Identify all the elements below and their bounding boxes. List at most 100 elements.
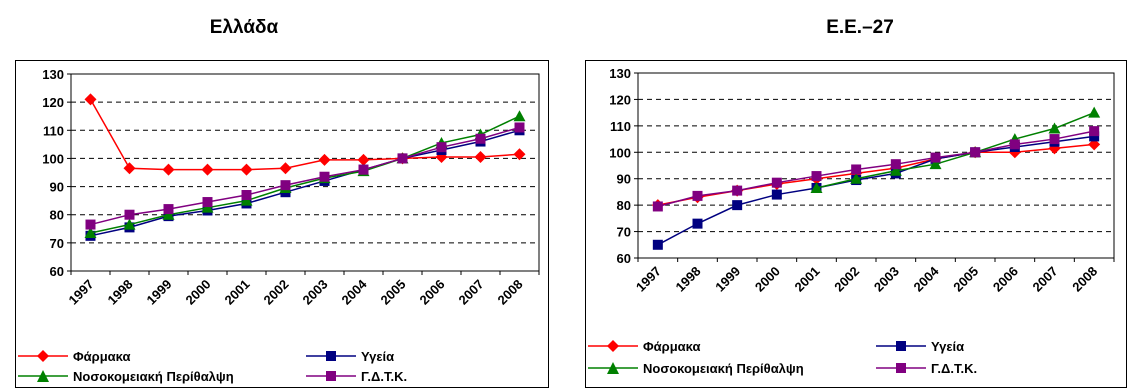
data-point xyxy=(513,110,526,122)
x-tick-label: 2007 xyxy=(1030,264,1061,295)
data-point xyxy=(85,219,96,230)
x-tick-label: 2008 xyxy=(495,277,526,308)
data-point xyxy=(1089,131,1100,142)
data-point xyxy=(240,194,253,206)
data-point xyxy=(929,158,942,170)
x-tick-label: 2000 xyxy=(752,264,783,295)
legend-marker-nosokomeiaki xyxy=(588,362,638,374)
y-tick-label: 100 xyxy=(609,145,631,160)
data-point xyxy=(1089,126,1100,137)
data-point xyxy=(771,189,782,200)
legend-item-gdtk: Γ.Δ.Τ.Κ. xyxy=(306,366,407,386)
series-line xyxy=(657,135,1095,246)
legend-label: Φάρμακα xyxy=(643,338,701,354)
plot-svg-greece: 60 70 80 90 100 110 120 130 1997 1998 1999 2000 2001… xyxy=(42,67,540,308)
x-tick-label: 2003 xyxy=(871,264,902,295)
data-point xyxy=(850,172,863,184)
x-tick-label: 2004 xyxy=(339,276,371,308)
y-tick-label: 120 xyxy=(609,92,631,107)
x-tick-label: 1999 xyxy=(712,264,743,295)
legend-label: Υγεία xyxy=(931,338,965,354)
chart-area-greece: 60 70 80 90 100 110 120 130 1997 1998 1999 2000 2001… xyxy=(15,60,549,345)
x-tick-label: 2001 xyxy=(792,264,823,295)
chart-title-greece: Ελλάδα xyxy=(209,17,279,38)
data-point xyxy=(474,151,487,164)
x-tick-label: 2007 xyxy=(456,277,487,308)
data-point xyxy=(1009,139,1020,150)
x-tick-label: 2002 xyxy=(831,264,862,295)
data-point xyxy=(280,180,291,191)
data-point xyxy=(318,153,331,166)
x-tick-label: 2003 xyxy=(300,277,331,308)
data-point xyxy=(436,142,447,153)
series-line xyxy=(90,126,520,226)
data-point xyxy=(241,190,252,201)
x-tick-label: 2004 xyxy=(911,263,943,295)
y-tick-label: 90 xyxy=(50,180,64,195)
chart-area-eu27: 60 70 80 90 100 110 120 130 1997 1998 1999 2000 2001… xyxy=(585,60,1127,333)
data-point xyxy=(279,162,292,175)
legend-label: Νοσοκομειακή Περίθαλψη xyxy=(73,368,234,384)
x-tick-label: 2006 xyxy=(417,277,448,308)
data-point xyxy=(397,153,408,164)
data-point xyxy=(357,153,370,166)
data-point xyxy=(201,201,214,213)
data-point xyxy=(732,185,743,196)
legend-marker-ygeia xyxy=(876,341,926,351)
series-line xyxy=(90,115,520,234)
plot-area-border xyxy=(637,72,1115,259)
data-point xyxy=(475,133,486,144)
y-tick-label: 70 xyxy=(50,236,64,251)
y-tick-label: 60 xyxy=(50,264,64,279)
data-point xyxy=(319,171,330,182)
x-tick-label: 2000 xyxy=(183,277,214,308)
y-tick-label: 90 xyxy=(617,172,631,187)
legend-label: Γ.Δ.Τ.Κ. xyxy=(361,368,408,384)
x-tick-label: 1998 xyxy=(673,264,704,295)
data-point xyxy=(84,93,97,106)
legend-marker-ygeia xyxy=(306,351,356,361)
x-tick-label: 1997 xyxy=(66,277,97,308)
legend-label: Φάρμακα xyxy=(73,348,131,364)
y-tick-label: 130 xyxy=(42,67,64,82)
legend-item-ygeia: Υγεία xyxy=(306,346,394,366)
legend-label: Γ.Δ.Τ.Κ. xyxy=(931,360,978,376)
data-point xyxy=(732,200,743,211)
x-tick-label: 2005 xyxy=(378,277,409,308)
series-line xyxy=(816,111,1095,189)
x-tick-label: 2002 xyxy=(261,277,292,308)
plot-svg-eu27: 60 70 80 90 100 110 120 130 1997 1998 1999 2000 2001… xyxy=(609,66,1115,295)
legend-marker-nosokomeiaki xyxy=(18,370,68,382)
x-tick-label: 2001 xyxy=(222,277,253,308)
x-tick-label: 1999 xyxy=(144,277,175,308)
data-point xyxy=(240,163,253,176)
legend-marker-gdtk xyxy=(876,363,926,373)
data-point xyxy=(890,159,901,170)
y-tick-label: 110 xyxy=(43,123,64,138)
data-point xyxy=(124,209,135,220)
data-point xyxy=(771,177,782,188)
legend-label: Υγεία xyxy=(361,348,395,364)
legend-item-nosokomeiaki: Νοσοκομειακή Περίθαλψη xyxy=(588,358,804,378)
legend-greece: Φάρμακα Υγεία Νοσοκομειακή Περίθαλψη Γ.Δ… xyxy=(15,344,549,388)
y-tick-label: 120 xyxy=(42,95,64,110)
legend-label: Νοσοκομειακή Περίθαλψη xyxy=(643,360,804,376)
data-point xyxy=(970,147,981,158)
data-point xyxy=(514,122,525,133)
x-tick-label: 2005 xyxy=(950,264,981,295)
legend-item-ygeia: Υγεία xyxy=(876,336,964,356)
plot-area-border xyxy=(70,73,540,272)
data-point xyxy=(202,197,213,208)
legend-marker-farmaka xyxy=(588,340,638,352)
y-tick-label: 70 xyxy=(617,225,631,240)
data-point xyxy=(1088,106,1101,118)
data-point xyxy=(513,148,526,161)
data-point xyxy=(692,218,703,229)
data-point xyxy=(1048,122,1061,134)
legend-marker-gdtk xyxy=(306,371,356,381)
legend-eu27: Φάρμακα Υγεία Νοσοκομειακή Περίθαλψη Γ.Δ… xyxy=(585,332,1127,388)
data-point xyxy=(652,201,663,212)
y-tick-label: 60 xyxy=(617,251,631,266)
legend-item-nosokomeiaki: Νοσοκομειακή Περίθαλψη xyxy=(18,366,234,386)
data-point xyxy=(811,171,822,182)
